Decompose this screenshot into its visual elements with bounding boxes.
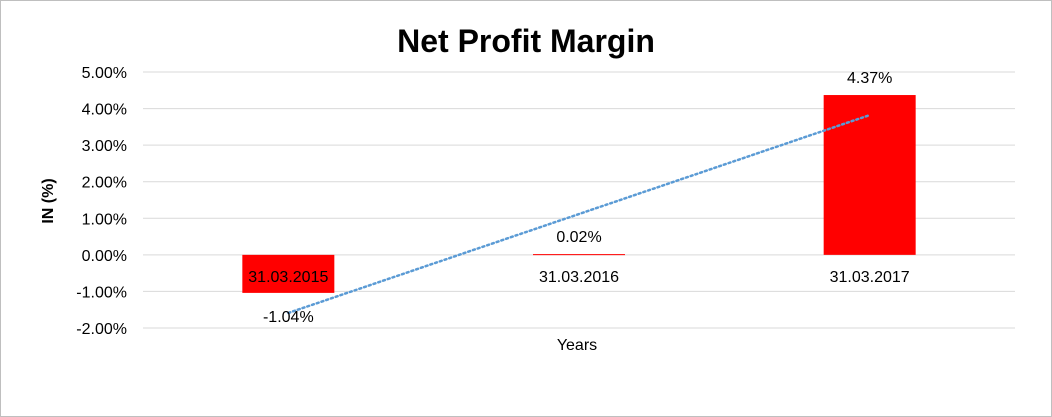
y-tick-label: 3.00% [82,138,127,155]
x-tick-label: 31.03.2015 [248,269,328,286]
bar-31.03.2017 [823,95,916,255]
data-label: 4.37% [847,70,892,87]
x-tick-label: 31.03.2016 [539,269,619,286]
y-axis-title: IN (%) [40,178,57,223]
y-tick-label: 0.00% [82,248,127,265]
y-axis-ticks: 5.00% 4.00% 3.00% 2.00% 1.00% 0.00% -1.00% -2.0… [76,65,127,338]
bar-31.03.2016 [533,254,625,256]
trendline [287,113,871,315]
x-axis-title: Years [557,337,597,354]
data-label: 0.02% [556,229,601,246]
chart-title: Net Profit Margin [397,23,655,59]
trendline-layer [287,113,871,315]
data-labels: -1.04% 0.02% 4.37% [263,70,892,326]
x-tick-label: 31.03.2017 [830,269,910,286]
y-tick-label: 5.00% [82,65,127,82]
bar-31.03.2015 [242,254,335,293]
y-tick-label: -1.00% [76,284,127,301]
data-label: -1.04% [263,309,314,326]
y-tick-label: 4.00% [82,102,127,119]
bars [242,95,916,293]
y-tick-label: 2.00% [82,175,127,192]
y-tick-label: -2.00% [76,321,127,338]
x-axis-ticks: 31.03.2015 31.03.2016 31.03.2017 [248,269,910,286]
y-tick-label: 1.00% [82,211,127,228]
